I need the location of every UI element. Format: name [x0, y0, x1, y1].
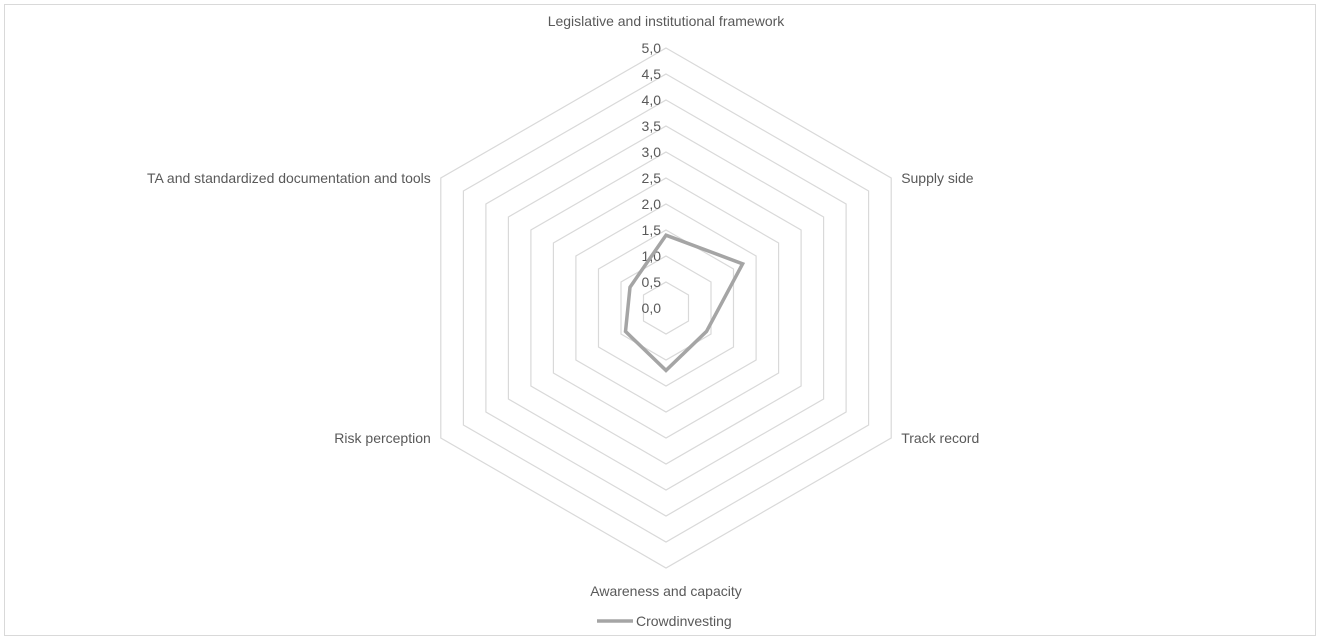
grid-ring — [642, 281, 690, 335]
grid-ring — [440, 47, 892, 569]
grid-layer — [440, 47, 892, 569]
legend-label-crowdinvesting: Crowdinvesting — [636, 613, 732, 629]
grid-ring — [485, 99, 847, 517]
tick-label: 4,5 — [642, 66, 662, 82]
series-layer — [623, 233, 746, 373]
grid-ring — [620, 255, 712, 361]
axis-label: TA and standardized documentation and to… — [147, 170, 431, 186]
tick-label: 2,5 — [642, 170, 662, 186]
series-line-crowdinvesting — [623, 233, 746, 373]
tick-label: 4,0 — [642, 92, 662, 108]
tick-label: 0,0 — [642, 300, 662, 316]
grid-ring — [597, 229, 735, 387]
chart-frame — [4, 4, 1316, 636]
axis-label: Supply side — [901, 170, 974, 186]
tick-label: 1,5 — [642, 222, 662, 238]
tick-label: 3,5 — [642, 118, 662, 134]
tick-label: 5,0 — [642, 40, 662, 56]
tick-label: 0,5 — [642, 274, 662, 290]
grid-ring — [530, 151, 802, 465]
tick-label: 3,0 — [642, 144, 662, 160]
axis-label: Risk perception — [334, 430, 431, 446]
grid-ring — [462, 73, 870, 543]
legend: Crowdinvesting — [597, 613, 732, 629]
axis-label: Legislative and institutional framework — [548, 13, 786, 29]
tick-labels: 0,00,51,01,52,02,53,03,54,04,55,0 — [642, 40, 662, 316]
grid-ring — [552, 177, 780, 439]
axis-labels: Legislative and institutional framework S… — [147, 13, 979, 599]
axis-label: Track record — [901, 430, 979, 446]
tick-label: 2,0 — [642, 196, 662, 212]
grid-ring — [507, 125, 825, 491]
axis-label: Awareness and capacity — [590, 583, 742, 599]
grid-ring — [575, 203, 757, 413]
